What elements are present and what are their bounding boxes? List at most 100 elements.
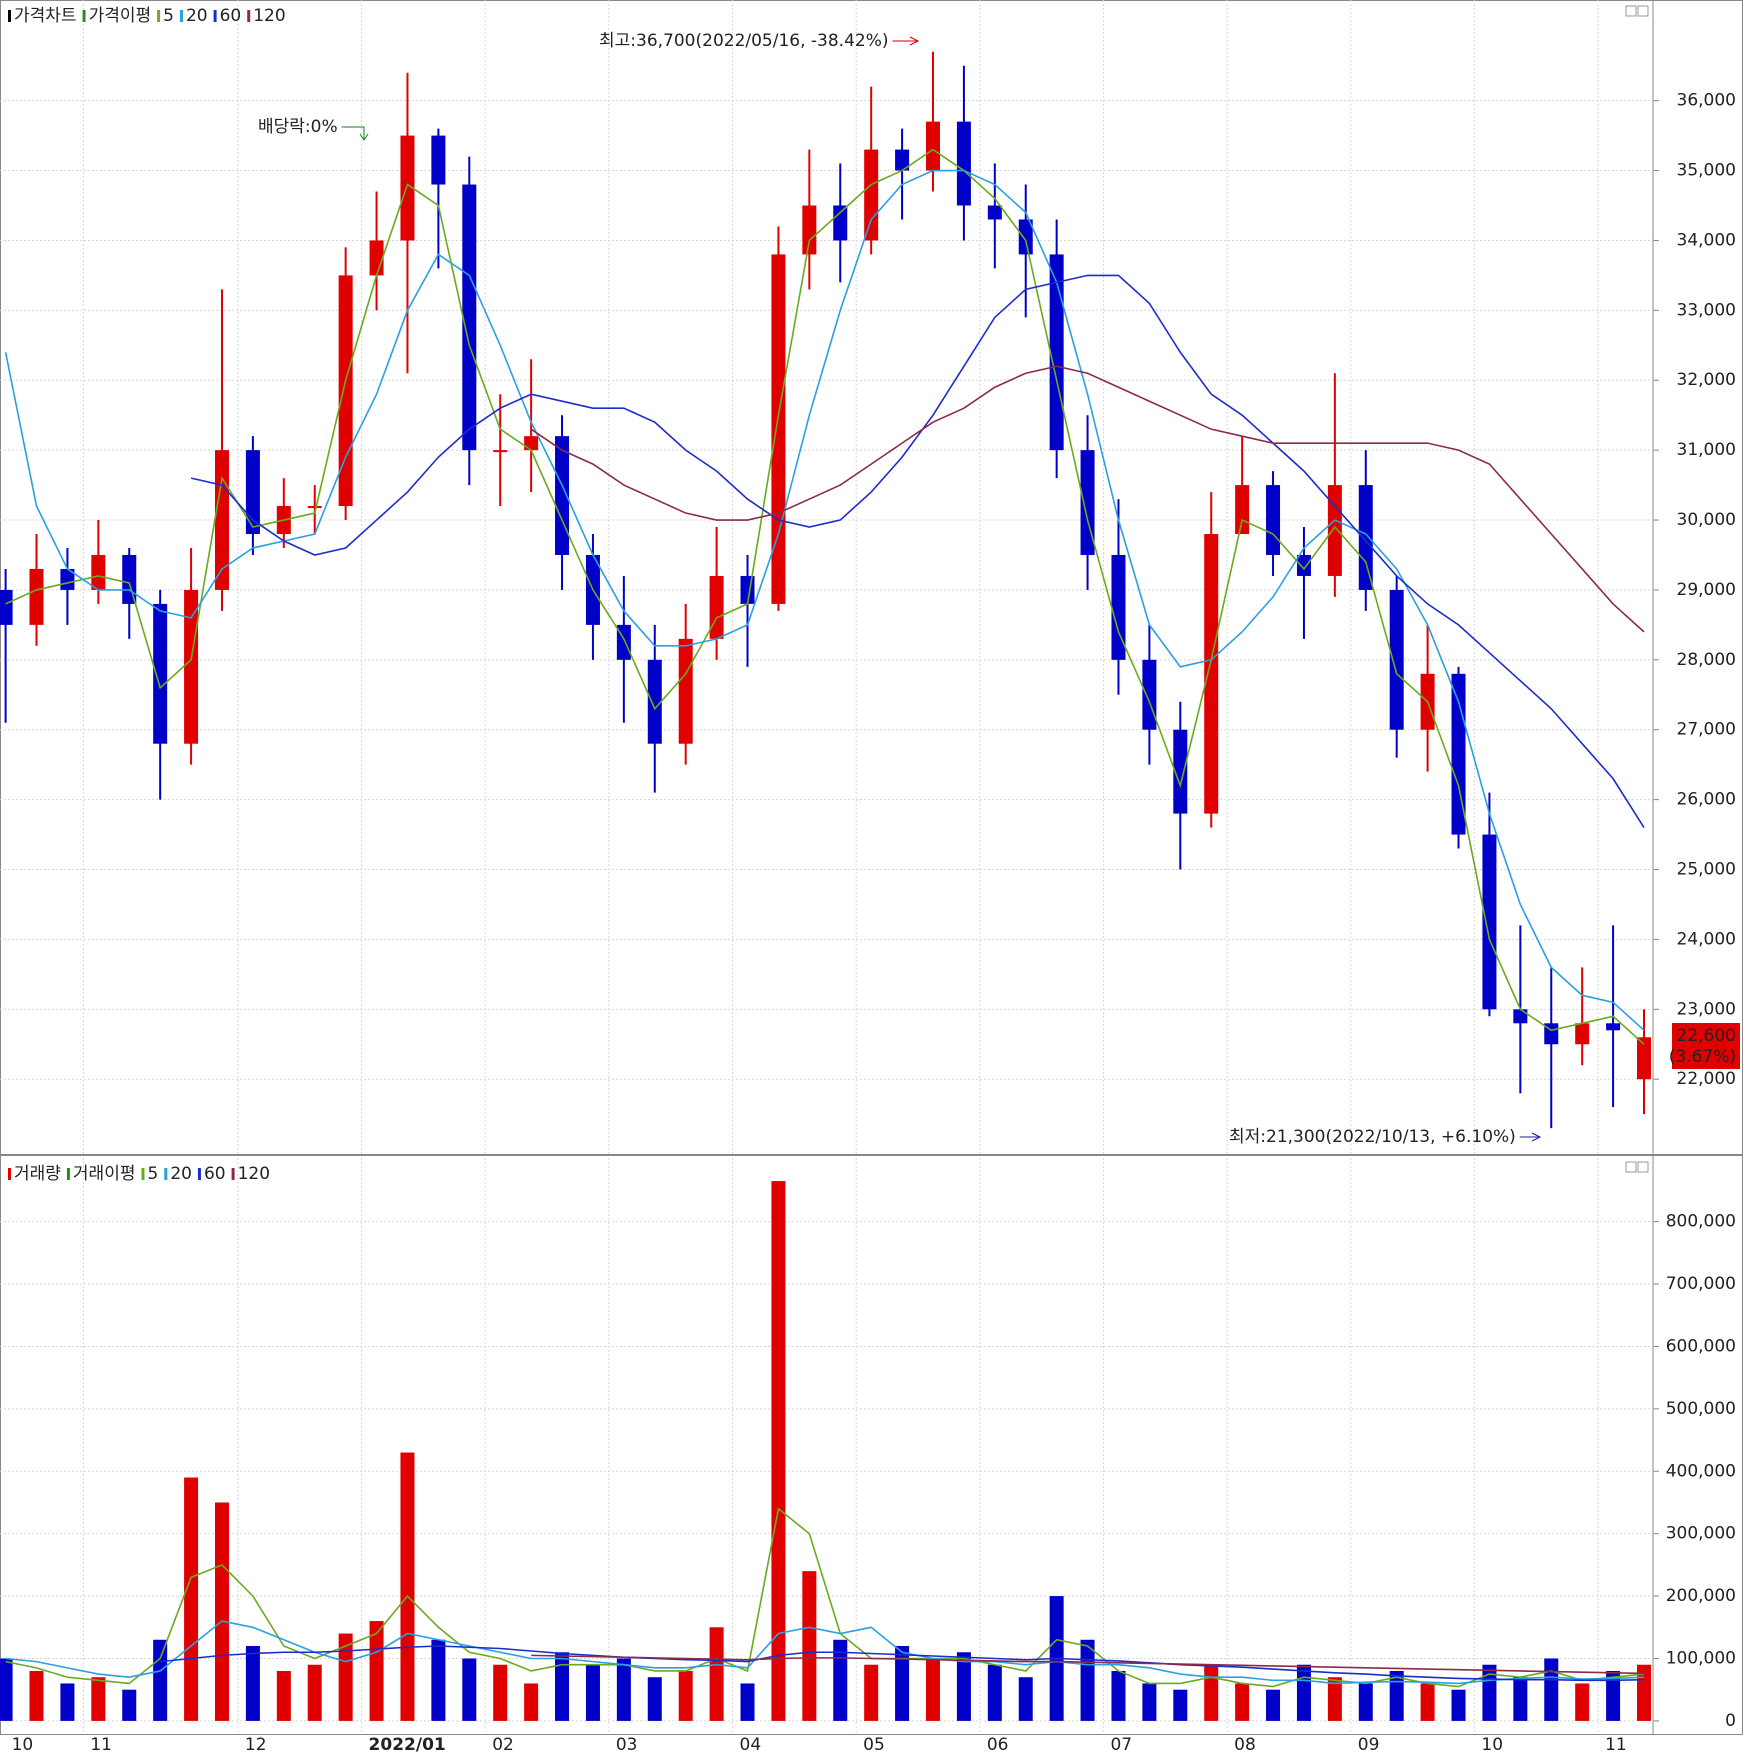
y-tick-label: 33,000 (1677, 300, 1736, 320)
x-tick-label: 06 (987, 1735, 1009, 1755)
candle-body (555, 436, 570, 555)
legend-swatch (247, 10, 251, 22)
last-price-label: 22,600 (1677, 1026, 1736, 1046)
moving-average-line (160, 1645, 1645, 1682)
candle-body (184, 589, 199, 744)
volume-bar (1637, 1664, 1651, 1721)
candle-body (1204, 534, 1219, 814)
legend-ma-title: 거래이평 (73, 1164, 136, 1184)
volume-bar (493, 1664, 508, 1721)
window-button[interactable] (1625, 5, 1637, 17)
x-tick-label: 05 (863, 1735, 885, 1755)
candle-body (647, 659, 662, 744)
moving-average-line (530, 365, 1645, 633)
y-tick-label: 26,000 (1677, 790, 1736, 810)
volume-bar (1142, 1683, 1157, 1721)
volume-bar (307, 1664, 322, 1721)
candle-body (709, 575, 724, 639)
volume-bar (1606, 1670, 1621, 1721)
legend-swatch (213, 10, 217, 22)
volume-bar (276, 1670, 291, 1721)
candle-body (678, 638, 693, 744)
volume-bar (1482, 1664, 1497, 1721)
candle-body (0, 589, 13, 625)
candle-body (1513, 1009, 1528, 1024)
last-price-box (1672, 1023, 1740, 1069)
candle-body (771, 254, 786, 604)
y-tick-label: 32,000 (1677, 370, 1736, 390)
legend-swatch (197, 1168, 201, 1180)
window-button[interactable] (1625, 1161, 1637, 1173)
legend-swatch (157, 10, 161, 22)
volume-bar (60, 1683, 75, 1721)
candle-body (802, 205, 817, 255)
y-tick-label: 34,000 (1677, 230, 1736, 250)
x-tick-label: 08 (1234, 1735, 1256, 1755)
legend-title: 거래량 (14, 1164, 61, 1184)
candle-body (833, 205, 848, 241)
legend-swatch (179, 10, 183, 22)
candle-body (1080, 450, 1095, 555)
volume-bar (833, 1639, 848, 1721)
candle-body (29, 568, 44, 625)
candle-body (1173, 729, 1188, 814)
y-tick-label: 100,000 (1666, 1648, 1736, 1668)
candle-body (462, 184, 477, 451)
y-tick-label: 31,000 (1677, 440, 1736, 460)
candle-body (1637, 1037, 1651, 1080)
volume-bar (1235, 1683, 1250, 1721)
volume-bar (1111, 1670, 1126, 1721)
moving-average-line (5, 1620, 1645, 1685)
x-tick-label: 12 (245, 1735, 267, 1755)
candle-body (1018, 219, 1033, 255)
volume-bar (709, 1627, 724, 1721)
x-tick-label: 09 (1358, 1735, 1380, 1755)
y-tick-label: 500,000 (1666, 1399, 1736, 1419)
candle-body (245, 450, 260, 535)
moving-average-line (531, 1654, 1645, 1675)
volume-bar (462, 1658, 477, 1721)
candle-body (987, 205, 1002, 220)
annotation-arrow (341, 126, 369, 141)
y-tick-label: 24,000 (1677, 929, 1736, 949)
legend-ma-title: 가격이평 (89, 6, 152, 26)
candle-body (1389, 589, 1404, 730)
candle-body (1266, 485, 1281, 555)
legend-swatch (8, 10, 11, 22)
candle-body (307, 506, 322, 509)
volume-bar (647, 1677, 662, 1721)
x-tick-label: 11 (90, 1735, 112, 1755)
y-tick-label: 0 (1725, 1711, 1736, 1731)
moving-average-line (190, 274, 1645, 829)
candle-body (431, 135, 446, 185)
candle-body (524, 436, 539, 451)
candle-body (1327, 485, 1342, 576)
y-tick-label: 29,000 (1677, 580, 1736, 600)
volume-bar (338, 1633, 353, 1721)
volume-bar (214, 1502, 229, 1721)
candle-body (1296, 554, 1311, 576)
volume-bar (864, 1664, 879, 1721)
volume-bar (91, 1677, 106, 1721)
candle-body (895, 149, 910, 171)
volume-bar (524, 1683, 539, 1721)
window-button[interactable] (1637, 1161, 1649, 1173)
volume-bar (1513, 1677, 1528, 1721)
y-tick-label: 600,000 (1666, 1336, 1736, 1356)
y-tick-label: 200,000 (1666, 1586, 1736, 1606)
volume-bar (616, 1658, 631, 1721)
legend-swatch (141, 1168, 145, 1180)
candle-body (153, 603, 168, 744)
candle-body (493, 450, 508, 453)
volume-bar (1080, 1639, 1095, 1721)
y-tick-label: 800,000 (1666, 1212, 1736, 1232)
window-button[interactable] (1637, 5, 1649, 17)
legend-swatch (231, 1168, 235, 1180)
volume-bar (1420, 1683, 1435, 1721)
volume-bar (1173, 1689, 1188, 1721)
x-tick-label: 04 (740, 1735, 762, 1755)
moving-average-line (5, 148, 1645, 1045)
x-tick-label: 02 (492, 1735, 514, 1755)
volume-bar (1296, 1664, 1311, 1721)
